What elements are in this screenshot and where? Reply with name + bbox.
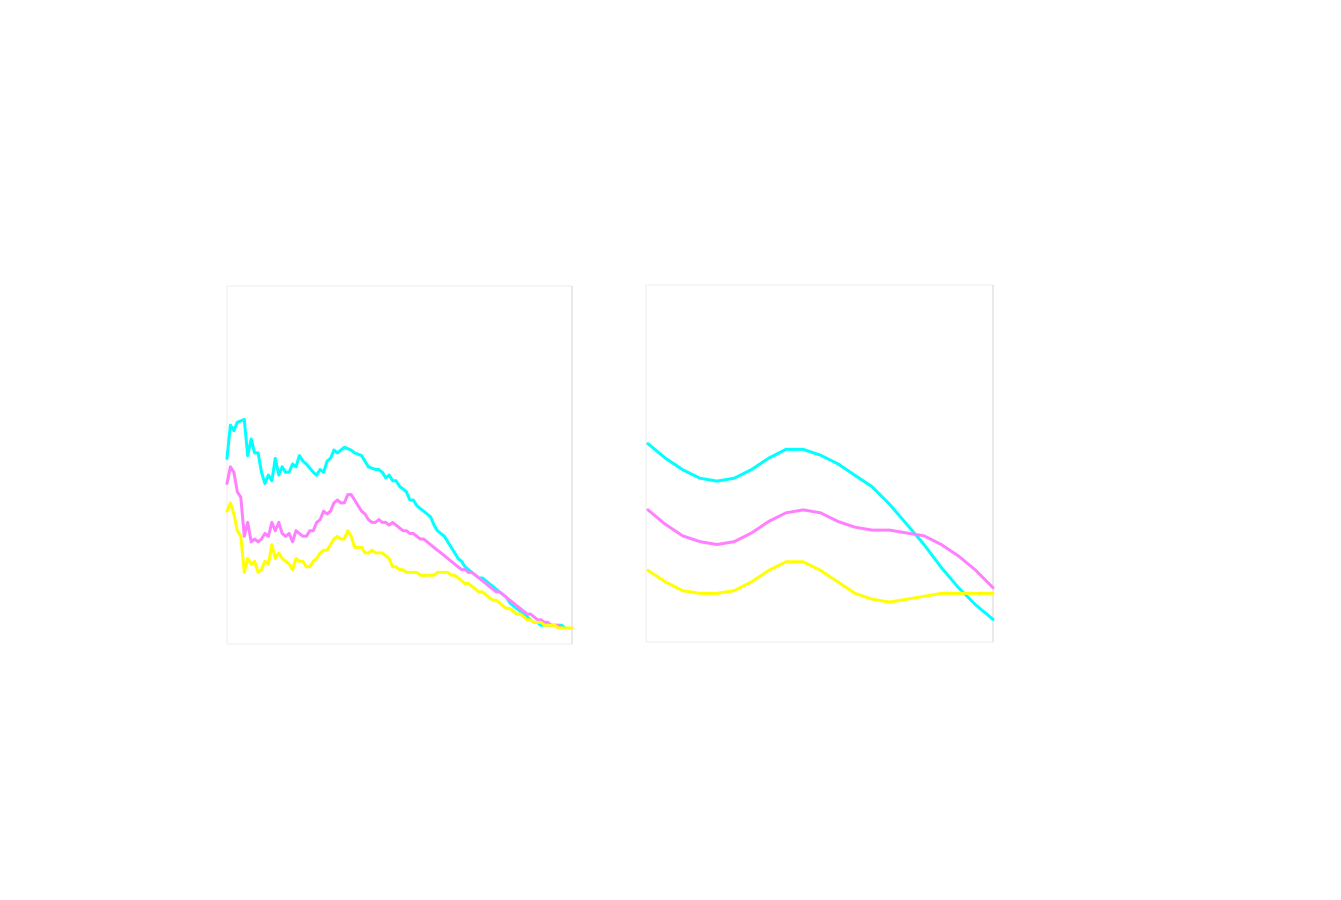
left-line-chart [225, 285, 574, 645]
left-series-3-line [225, 501, 574, 630]
right-series-layer [646, 442, 995, 621]
left-series-2-line [225, 465, 574, 630]
right-series-3-line [646, 560, 995, 604]
left-series-layer [225, 418, 574, 630]
right-series-1-line [646, 442, 995, 621]
right-plot-frame [645, 284, 994, 643]
left-series-1-line [225, 418, 574, 630]
left-plot-frame [226, 285, 573, 645]
right-series-2-line [646, 508, 995, 590]
right-line-chart [645, 284, 995, 643]
